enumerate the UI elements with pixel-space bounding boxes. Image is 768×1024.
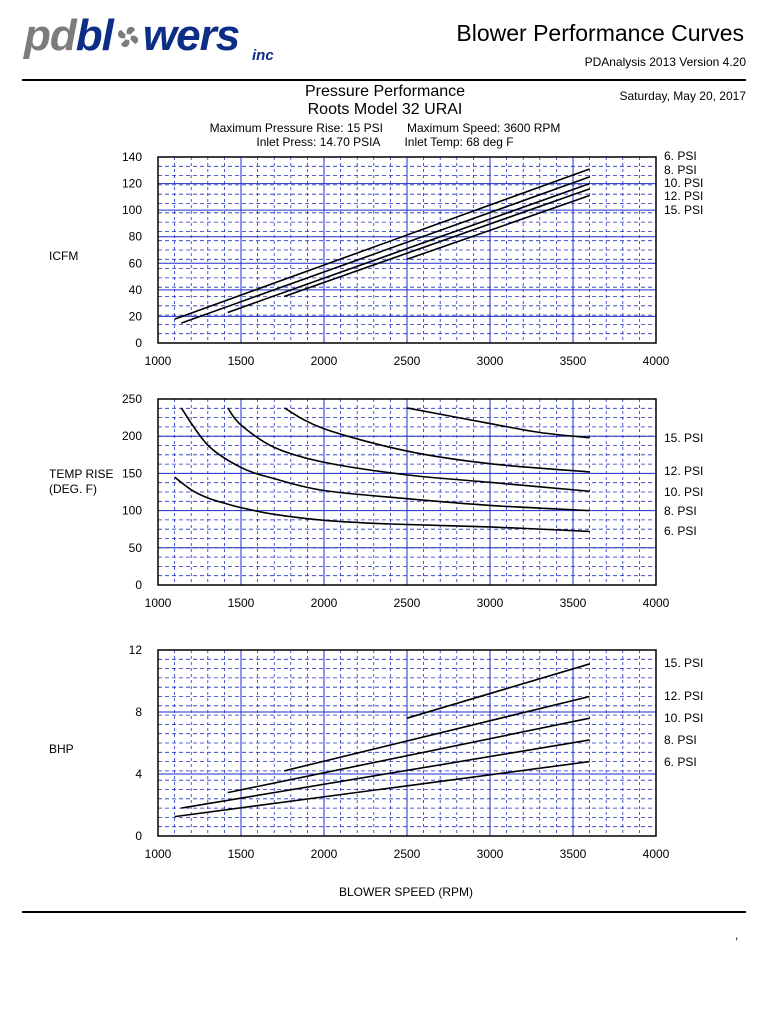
chart-title: Pressure Performance Roots Model 32 URAI <box>270 83 500 119</box>
chart2-x-tick-label: 2500 <box>394 596 421 610</box>
chart1-legend-8psi: 8. PSI <box>664 163 697 177</box>
chart3-y-tick-label: 8 <box>135 705 142 719</box>
chart3-legend-8psi: 8. PSI <box>664 733 697 747</box>
chart1-series-12psi-line <box>283 188 590 298</box>
chart2-y-tick-label: 150 <box>122 466 142 480</box>
chart2-x-tick-label: 1500 <box>228 596 255 610</box>
chart1-y-tick-label: 0 <box>135 336 142 350</box>
chart1-x-tick-label: 2000 <box>311 354 338 368</box>
chart2-legend-15psi: 15. PSI <box>664 431 703 445</box>
chart-title-line1: Pressure Performance <box>304 83 466 100</box>
chart2-x-tick-label: 3500 <box>560 596 587 610</box>
chart2-series-6psi-line <box>174 476 590 533</box>
chart2-legend-12psi: 12. PSI <box>664 464 703 478</box>
chart1-x-tick-label: 1000 <box>145 354 172 368</box>
chart2-y-tick-label: 100 <box>122 504 142 518</box>
chart-title-line2: Roots Model 32 URAI <box>307 101 463 118</box>
chart1-legend-10psi: 10. PSI <box>664 176 703 190</box>
chart2-series-10psi-line <box>227 407 590 493</box>
chart2-y-tick-label: 200 <box>122 429 142 443</box>
chart3-x-tick-label: 1000 <box>145 847 172 861</box>
chart2-legend-10psi: 10. PSI <box>664 485 703 499</box>
chart1-series-10psi-line <box>227 182 590 314</box>
x-axis-label: BLOWER SPEED (RPM) <box>338 885 473 899</box>
chart2-series-8psi-line <box>180 407 590 512</box>
chart1-x-tick-label: 1500 <box>228 354 255 368</box>
chart3-y-tick-label: 0 <box>135 829 142 843</box>
chart2-legend-8psi: 8. PSI <box>664 504 697 518</box>
chart2-x-tick-label: 1000 <box>145 596 172 610</box>
chart3-series-10psi-line <box>227 717 590 794</box>
chart1-x-tick-label: 4000 <box>643 354 670 368</box>
chart3-series-6psi-line <box>174 760 590 818</box>
chart3-x-tick-label: 3000 <box>477 847 504 861</box>
chart2-y-axis-label: (DEG. F) <box>49 482 97 496</box>
chart2-x-tick-label: 3000 <box>477 596 504 610</box>
chart3-x-tick-label: 4000 <box>643 847 670 861</box>
chart1-y-tick-label: 40 <box>129 283 143 297</box>
page-title: Blower Performance Curves <box>456 20 744 46</box>
chart1-legend-15psi: 15. PSI <box>664 203 703 217</box>
footer-divider <box>22 911 746 913</box>
chart1-x-tick-label: 3500 <box>560 354 587 368</box>
software-version: PDAnalysis 2013 Version 4.20 <box>584 55 746 69</box>
chart1-legend-6psi: 6. PSI <box>664 149 697 163</box>
chart2-x-tick-label: 2000 <box>311 596 338 610</box>
spec-max-speed: Maximum Speed: 3600 RPM <box>406 121 561 135</box>
chart1-y-axis-label: ICFM <box>49 249 78 263</box>
chart3-y-tick-label: 4 <box>135 767 142 781</box>
chart3-series-12psi-line <box>283 695 590 772</box>
fan-icon <box>117 26 138 48</box>
logo-text-suffix2: wers <box>142 11 240 60</box>
chart2-x-tick-label: 4000 <box>643 596 670 610</box>
chart1-series-15psi-line <box>406 194 590 261</box>
specs-block: Maximum Pressure Rise: 15 PSI Maximum Spe… <box>150 121 620 149</box>
chart2-legend-6psi: 6. PSI <box>664 524 697 538</box>
chart1-series-6psi-line <box>174 168 590 320</box>
chart1-x-tick-label: 2500 <box>394 354 421 368</box>
chart2-frame <box>157 398 657 586</box>
report-date: Saturday, May 20, 2017 <box>619 89 746 103</box>
chart2-y-tick-label: 0 <box>135 578 142 592</box>
chart2-series-12psi-line <box>283 407 590 473</box>
chart1-frame <box>157 156 657 344</box>
chart2-y-tick-label: 250 <box>122 392 142 406</box>
chart3-y-axis-label: BHP <box>49 742 74 756</box>
chart3-legend-10psi: 10. PSI <box>664 711 703 725</box>
chart3-x-tick-label: 3500 <box>560 847 587 861</box>
chart1-y-tick-label: 140 <box>122 150 142 164</box>
chart1-y-tick-label: 80 <box>129 230 143 244</box>
chart3-series-15psi-line <box>406 663 590 719</box>
chart1-y-tick-label: 60 <box>129 256 143 270</box>
chart3-x-tick-label: 1500 <box>228 847 255 861</box>
chart2-series-15psi-line <box>406 407 590 439</box>
chart1-legend-12psi: 12. PSI <box>664 189 703 203</box>
chart2-y-tick-label: 50 <box>129 541 143 555</box>
chart1-y-tick-label: 100 <box>122 203 142 217</box>
chart1-y-tick-label: 120 <box>122 177 142 191</box>
chart2-y-axis-label: TEMP RISE <box>49 467 113 481</box>
company-logo: pdbl wers <box>24 6 240 66</box>
chart3-legend-12psi: 12. PSI <box>664 689 703 703</box>
chart3-frame <box>157 649 657 837</box>
chart3-series-8psi-line <box>181 739 590 809</box>
chart1-series-8psi-line <box>180 176 590 324</box>
chart3-y-tick-label: 12 <box>129 643 143 657</box>
spec-max-pressure: Maximum Pressure Rise: 15 PSI <box>209 121 383 135</box>
footer-mark: , <box>735 928 739 942</box>
chart1-y-tick-label: 20 <box>129 309 143 323</box>
logo-text-suffix: bl <box>75 11 114 60</box>
spec-inlet-temp: Inlet Temp: 68 deg F <box>404 135 514 149</box>
logo-text-prefix: pd <box>24 11 77 60</box>
logo-sub-text: inc <box>252 47 274 64</box>
chart3-x-tick-label: 2000 <box>311 847 338 861</box>
chart3-legend-6psi: 6. PSI <box>664 755 697 769</box>
spec-inlet-press: Inlet Press: 14.70 PSIA <box>256 135 381 149</box>
chart1-x-tick-label: 3000 <box>477 354 504 368</box>
chart3-x-tick-label: 2500 <box>394 847 421 861</box>
header-divider <box>22 79 746 81</box>
chart3-legend-15psi: 15. PSI <box>664 656 703 670</box>
